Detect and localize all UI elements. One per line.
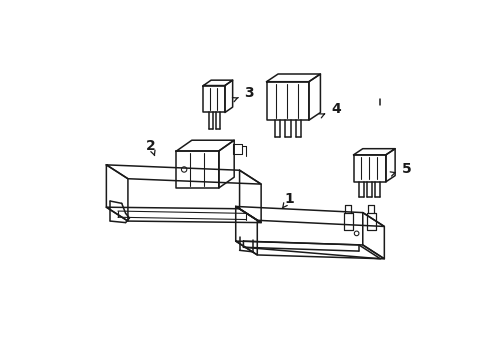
Text: 5: 5 — [390, 162, 412, 176]
Text: 2: 2 — [146, 139, 156, 156]
Text: 4: 4 — [319, 102, 341, 118]
Text: 1: 1 — [282, 192, 294, 208]
Text: 3: 3 — [232, 86, 254, 102]
